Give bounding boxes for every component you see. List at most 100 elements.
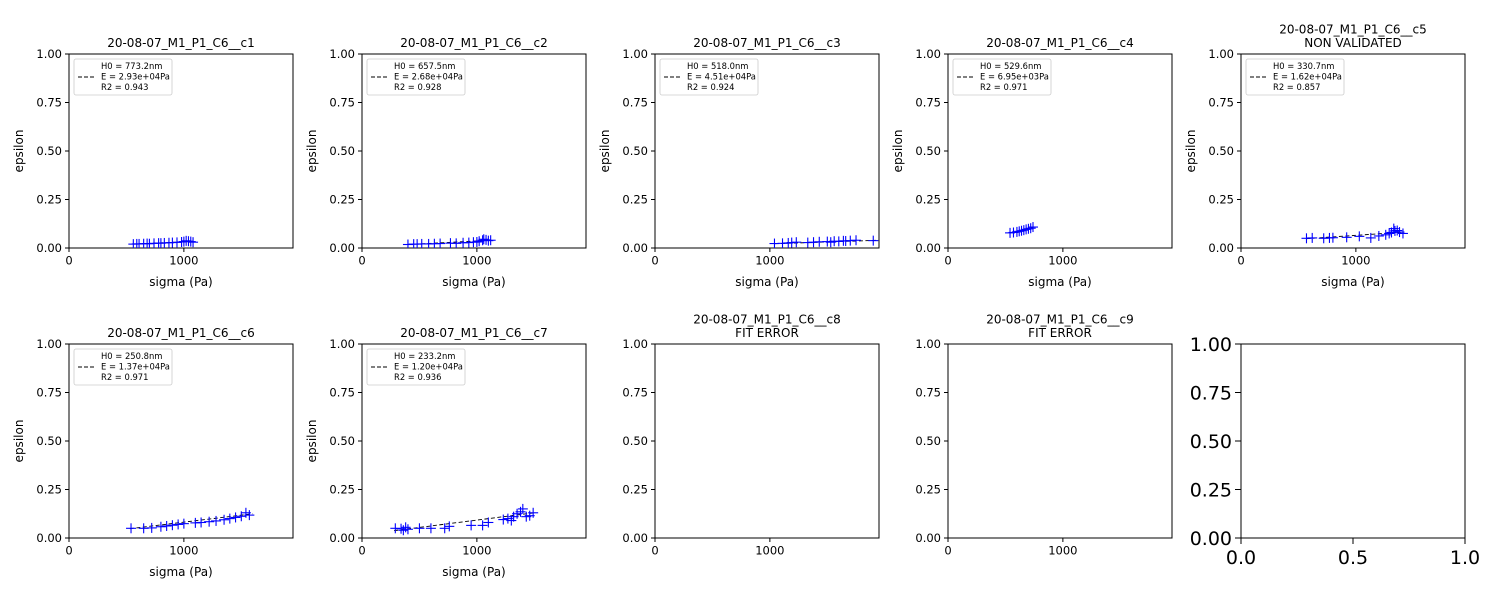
y-tick-label: 0.00 <box>622 241 648 255</box>
data-point <box>477 520 488 531</box>
y-tick-label: 0.50 <box>622 434 648 448</box>
x-tick-label: 1000 <box>1341 254 1370 268</box>
y-tick-label: 0.00 <box>915 241 941 255</box>
y-tick-label: 0.50 <box>1208 144 1234 158</box>
data-point <box>398 525 409 536</box>
data-point <box>196 517 207 528</box>
data-point <box>483 517 494 528</box>
data-point <box>517 503 528 514</box>
legend-label: H0 = 529.6nm <box>980 61 1041 71</box>
data-point <box>188 237 199 248</box>
y-tick-label: 1.00 <box>1208 47 1234 61</box>
plot-area <box>128 235 199 248</box>
y-tick-label: 0.25 <box>329 193 355 207</box>
chart-title: 20-08-07_M1_P1_C6__c4 <box>986 36 1134 50</box>
legend-label: R2 = 0.943 <box>101 82 148 92</box>
y-tick-label: 0.50 <box>329 434 355 448</box>
legend-label: R2 = 0.971 <box>101 372 148 382</box>
x-tick-label: 0.5 <box>1338 547 1368 569</box>
data-point <box>868 235 879 246</box>
data-point <box>439 523 450 534</box>
data-point <box>155 521 166 532</box>
legend-label: E = 2.93e+04Pa <box>101 72 170 82</box>
data-point <box>402 524 413 535</box>
y-tick-label: 0.25 <box>1190 479 1232 501</box>
x-tick-label: 0 <box>651 254 658 268</box>
axes-frame <box>947 343 1173 539</box>
x-tick-label: 0 <box>1237 254 1244 268</box>
y-tick-label: 1.00 <box>1190 334 1232 356</box>
data-point <box>211 515 222 526</box>
y-tick-label: 0.00 <box>622 531 648 545</box>
data-point <box>791 237 802 248</box>
chart-panel-8: 0.00 0.25 0.50 0.75 1.00 0 1000 20-08-07_M1_P1_… <box>622 313 880 558</box>
data-point <box>146 522 157 533</box>
x-axis-label: sigma (Pa) <box>442 565 505 579</box>
y-tick-label: 0.00 <box>1208 241 1234 255</box>
legend-label: H0 = 657.5nm <box>394 61 455 71</box>
x-tick-label: 0 <box>944 254 951 268</box>
data-point <box>1384 228 1395 239</box>
x-tick-label: 1000 <box>755 254 784 268</box>
axes-frame <box>1240 343 1466 539</box>
data-point <box>1011 226 1022 237</box>
data-point <box>204 516 215 527</box>
data-point <box>1392 225 1403 236</box>
chart-title: 20-08-07_M1_P1_C6__c5 <box>1279 23 1427 37</box>
legend-label: H0 = 233.2nm <box>394 351 455 361</box>
data-point <box>1327 232 1338 243</box>
data-point <box>851 235 862 246</box>
chart-title: FIT ERROR <box>1028 326 1092 340</box>
chart-title: 20-08-07_M1_P1_C6__c7 <box>400 326 548 340</box>
plot-area <box>402 234 496 248</box>
x-axis-label: sigma (Pa) <box>149 565 212 579</box>
legend-box <box>1245 58 1345 96</box>
data-point <box>1025 223 1036 234</box>
y-tick-label: 0.50 <box>622 144 648 158</box>
y-tick-label: 1.00 <box>915 337 941 351</box>
y-tick-label: 0.50 <box>36 434 62 448</box>
plot-area <box>1301 223 1408 244</box>
chart-panel-7: 0.00 0.25 0.50 0.75 1.00 0 1000 20-08-07_M1_P1_… <box>305 326 587 579</box>
x-axis-label: sigma (Pa) <box>149 275 212 289</box>
legend-label: H0 = 773.2nm <box>101 61 162 71</box>
y-tick-label: 0.75 <box>915 96 941 110</box>
legend-label: E = 1.62e+04Pa <box>1273 72 1342 82</box>
x-tick-label: 0.0 <box>1226 547 1256 569</box>
y-tick-label: 0.25 <box>622 483 648 497</box>
legend-label: E = 2.68e+04Pa <box>394 72 463 82</box>
x-tick-label: 0 <box>65 254 72 268</box>
y-axis-label: epsilon <box>305 420 319 463</box>
data-point <box>1016 225 1027 236</box>
y-axis-label: epsilon <box>305 130 319 173</box>
chart-panel-10: 0.00 0.25 0.50 0.75 1.00 0.0 0.5 1.0 <box>1190 334 1480 569</box>
y-tick-label: 0.75 <box>36 96 62 110</box>
y-tick-label: 0.00 <box>36 241 62 255</box>
axes-frame <box>654 343 880 539</box>
x-tick-label: 0 <box>65 544 72 558</box>
y-axis-label: epsilon <box>598 130 612 173</box>
x-tick-label: 1000 <box>462 254 491 268</box>
legend-box <box>366 348 466 386</box>
data-point <box>528 507 539 518</box>
data-point <box>224 513 235 524</box>
data-point <box>1028 222 1039 233</box>
legend-label: H0 = 330.7nm <box>1273 61 1334 71</box>
chart-panel-5: 0.00 0.25 0.50 0.75 1.00 0 1000 20-08-07_M1_P1_… <box>1184 23 1466 289</box>
legend-label: E = 1.20e+04Pa <box>394 362 463 372</box>
y-tick-label: 1.00 <box>329 47 355 61</box>
data-point <box>444 521 455 532</box>
x-axis-label: sigma (Pa) <box>1028 275 1091 289</box>
y-tick-label: 0.00 <box>329 241 355 255</box>
data-point <box>396 523 407 534</box>
y-tick-label: 1.00 <box>622 47 648 61</box>
data-point <box>1354 231 1365 242</box>
x-tick-label: 1000 <box>462 544 491 558</box>
legend-box <box>659 58 759 96</box>
plot-area <box>1005 222 1039 238</box>
y-tick-label: 0.75 <box>329 386 355 400</box>
